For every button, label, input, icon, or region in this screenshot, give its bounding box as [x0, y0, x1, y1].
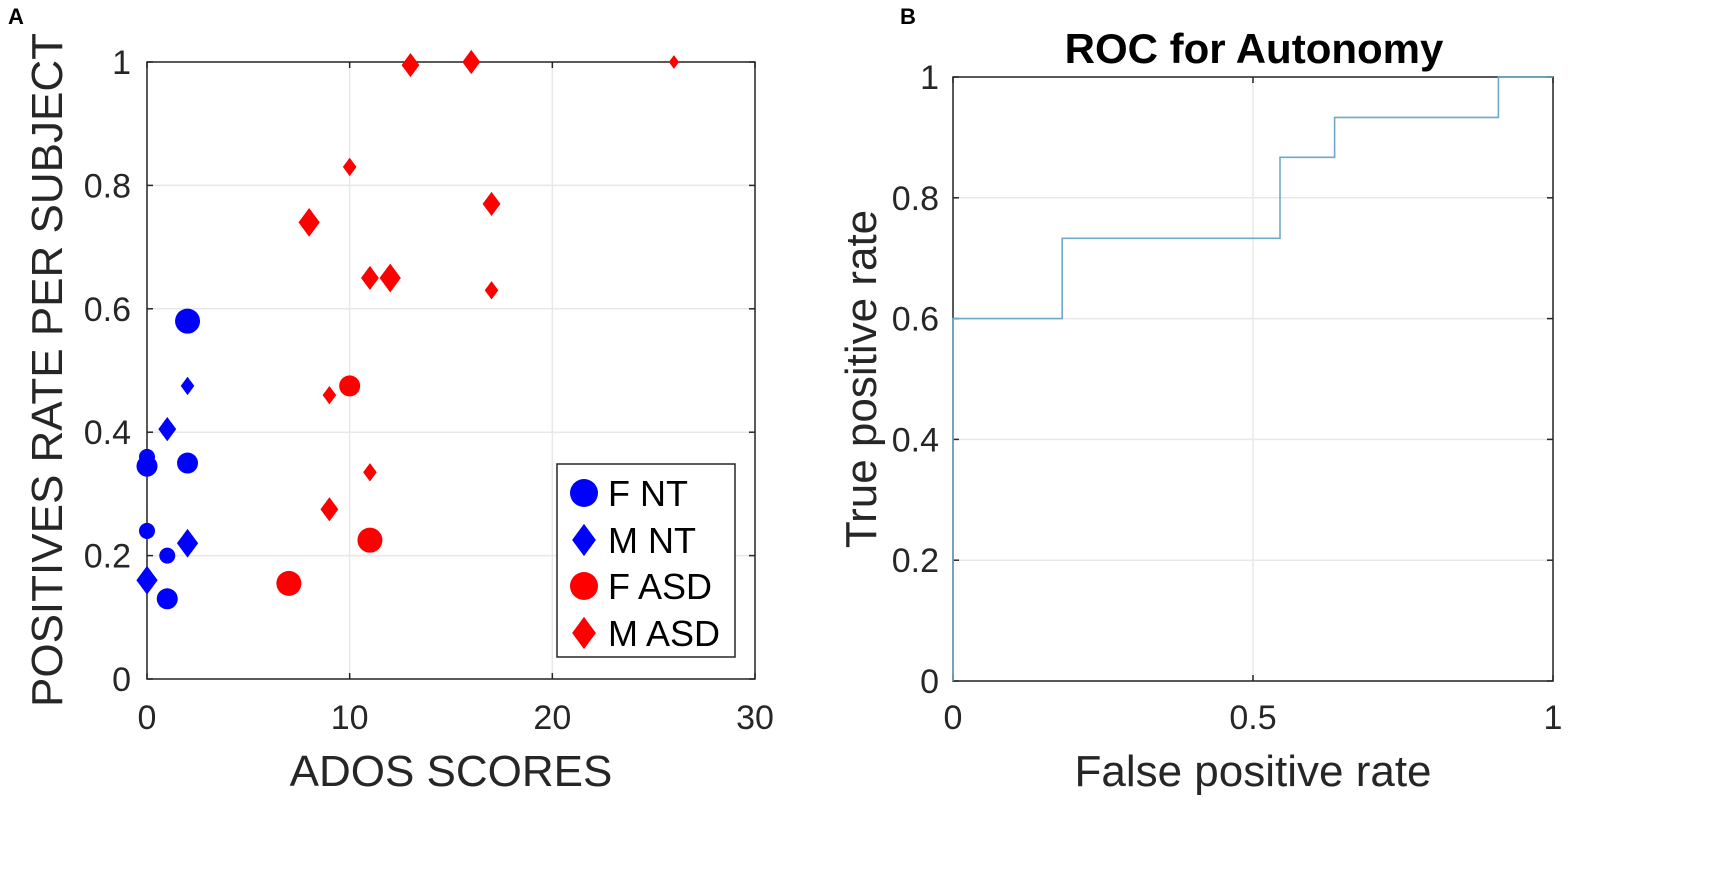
point-m-nt [180, 376, 195, 396]
y-tick-label: 0.2 [84, 538, 131, 576]
point-m-asd [320, 497, 339, 522]
x-tick-label: 0 [138, 699, 157, 737]
y-tick-label: 0.2 [892, 542, 939, 580]
chart-b-title: ROC for Autonomy [1065, 25, 1444, 72]
point-m-asd [462, 49, 481, 75]
y-tick-label: 0.6 [84, 291, 131, 329]
x-tick-label: 20 [533, 699, 571, 737]
chart-b-line-group [952, 76, 1553, 681]
point-f-nt [175, 308, 201, 334]
y-tick-label: 1 [920, 59, 939, 97]
point-f-nt [159, 547, 176, 564]
chart-b-ylabel: True positive rate [837, 210, 886, 548]
chart-a-ylabel: POSITIVES RATE PER SUBJECT [23, 33, 72, 707]
legend-label-m-nt: M NT [608, 520, 696, 561]
y-tick-label: 1 [112, 44, 131, 82]
y-tick-label: 0.4 [84, 414, 131, 452]
panel-b-label: B [900, 4, 916, 29]
point-m-asd [668, 55, 680, 69]
point-m-asd [484, 281, 499, 300]
point-f-nt [156, 588, 178, 610]
y-tick-label: 0.6 [892, 301, 939, 339]
chart-a-axes-box [146, 61, 756, 680]
chart-a-legend: F NT M NT F ASD M ASD [556, 463, 736, 658]
legend-label-f-nt: F NT [608, 473, 688, 514]
y-tick-label: 0.8 [892, 180, 939, 218]
panel-a-label: A [8, 4, 24, 29]
y-tick-label: 0.4 [892, 421, 939, 459]
point-m-asd [361, 265, 379, 291]
point-m-asd [401, 53, 420, 78]
legend-marker-m-asd [572, 616, 596, 650]
roc-curve-line [952, 76, 1553, 681]
point-f-nt [139, 522, 155, 539]
legend-label-m-asd: M ASD [608, 613, 720, 654]
chart-a-xlabel: ADOS SCORES [290, 747, 613, 796]
point-f-nt [136, 455, 158, 477]
scatter-chart-ados: 0 10 20 30 0 0.2 0.4 0.6 0.8 1 ADOS SCORES POSITI… [23, 33, 774, 796]
chart-a-points [136, 49, 680, 610]
point-f-asd [357, 527, 383, 553]
x-tick-label: 30 [736, 699, 774, 737]
x-tick-label: 0.5 [1229, 699, 1276, 737]
legend-marker-f-asd [570, 572, 598, 600]
chart-a-ticks: 0 10 20 30 0 0.2 0.4 0.6 0.8 1 [84, 44, 774, 737]
point-m-asd [322, 385, 337, 405]
point-f-asd [276, 570, 302, 596]
point-m-asd [363, 463, 377, 482]
point-m-asd [298, 208, 320, 237]
point-m-asd [342, 157, 357, 177]
point-m-nt [136, 565, 158, 595]
x-tick-label: 1 [1544, 699, 1563, 737]
point-f-asd [339, 375, 361, 397]
roc-chart: ROC for Autonomy 0 0.5 1 0 0.2 0.4 0.6 0.8 1 Fal… [837, 25, 1562, 796]
point-f-nt [177, 452, 199, 474]
x-tick-label: 0 [944, 699, 963, 737]
chart-b-ticks: 0 0.5 1 0 0.2 0.4 0.6 0.8 1 [892, 59, 1563, 737]
y-tick-label: 0 [112, 661, 131, 699]
point-m-nt [158, 417, 177, 442]
x-tick-label: 10 [331, 699, 369, 737]
legend-marker-m-nt [572, 523, 596, 557]
y-tick-label: 0 [920, 663, 939, 701]
legend-label-f-asd: F ASD [608, 566, 712, 607]
legend-marker-f-nt [570, 479, 598, 507]
y-tick-label: 0.8 [84, 167, 131, 205]
point-m-asd [379, 263, 401, 293]
chart-b-grid [952, 76, 1554, 682]
chart-b-xlabel: False positive rate [1074, 747, 1431, 796]
point-m-asd [482, 191, 501, 216]
point-m-nt [176, 528, 199, 558]
